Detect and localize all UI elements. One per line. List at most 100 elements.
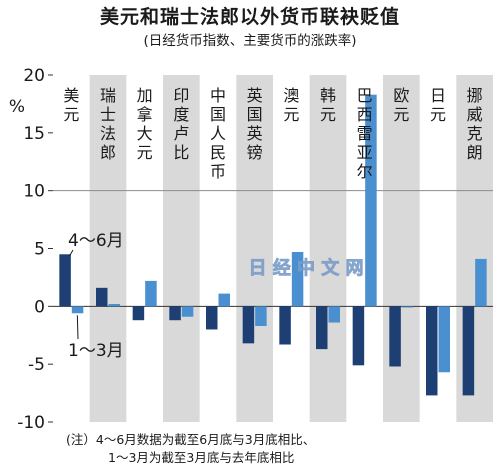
bar-jan-mar [328,306,340,323]
category-label-char: 日 [430,86,446,105]
series-label-apr-jun: 4～6月 [68,231,124,251]
bar-jan-mar [145,280,157,307]
category-label-char: 币 [210,162,226,181]
category-label-char: 卢 [173,124,189,143]
bar-apr-jun [316,306,328,350]
category-label-char: 比 [173,143,189,162]
category-label-char: 元 [320,105,336,124]
category-stripe [236,75,273,422]
category-label-char: 尔 [357,162,373,181]
watermark: 日 经 中 文 网 [248,257,363,279]
series-leader-apr-jun [68,249,74,257]
footnote-line-1: (注）4～6月数据为截至6月底与3月底相比、 [66,432,316,447]
category-label-char: 加 [137,86,153,105]
bar-apr-jun [279,306,291,345]
bar-apr-jun [462,306,475,396]
y-tick-label: 20 [23,66,45,86]
category-stripe [456,75,493,422]
category-label: 韩元 [320,86,336,124]
category-label: 日元 [430,86,446,124]
category-label: 澳元 [283,86,299,124]
category-label-char: 克 [467,124,483,143]
category-label-char: 元 [283,105,299,124]
category-label-char: 威 [467,105,483,124]
category-stripe [89,75,127,422]
category-label-char: 瑞 [100,86,116,105]
chart-title: 美元和瑞士法郎以外货币联袂贬值 [99,6,400,28]
category-label-char: 士 [100,105,116,124]
series-leader-jan-mar [76,315,79,340]
category-label-char: 拿 [137,105,153,124]
category-label-char: 元 [393,105,409,124]
chart-subtitle: (日经货币指数、主要货币的涨跌率) [143,33,357,49]
category-label: 英国英镑 [247,86,263,162]
y-unit-label: % [9,97,25,117]
category-label-char: 大 [137,124,153,143]
category-label-char: 法 [100,124,116,143]
category-label-char: 西 [357,105,373,124]
category-stripe [163,75,200,422]
bar-jan-mar [365,94,377,307]
category-stripe [383,75,420,422]
bar-apr-jun [426,306,438,396]
category-label: 挪威克朗 [467,86,483,162]
category-label-char: 亚 [357,143,373,162]
category-label-char: 英 [247,124,263,143]
bar-apr-jun [242,306,255,344]
category-label-char: 雷 [357,124,373,143]
bar-jan-mar [218,293,230,307]
category-label-char: 印 [173,86,189,105]
category-stripe [309,75,347,422]
category-label-char: 英 [247,86,263,105]
y-tick-label: 10 [23,182,45,202]
bar-jan-mar [71,306,84,314]
bar-jan-mar [475,258,487,307]
bar-jan-mar [438,306,450,373]
category-label-char: 郎 [100,143,116,162]
bar-apr-jun [59,254,71,307]
bar-jan-mar [291,251,304,307]
bar-jan-mar [255,306,267,326]
series-label-jan-mar: 1～3月 [68,341,124,361]
category-label-char: 澳 [283,86,299,105]
footnote-line-2: 1～3月为截至3月底与去年底相比 [108,450,295,465]
y-tick-label: 15 [23,124,45,144]
category-label-char: 朗 [467,143,483,162]
category-label: 瑞士法郎 [100,86,116,162]
category-label-char: 元 [137,143,153,162]
category-label-char: 国 [247,105,263,124]
category-label-char: 人 [210,124,226,143]
bar-jan-mar [108,304,120,307]
category-label-char: 镑 [247,143,263,162]
y-tick-label: -5 [28,355,45,375]
bar-apr-jun [169,306,181,321]
bar-apr-jun [389,306,401,367]
bar-apr-jun [206,306,218,330]
category-label-char: 国 [210,105,226,124]
category-label: 印度卢比 [173,86,189,162]
category-label-char: 度 [173,105,189,124]
category-label: 加拿大元 [137,86,153,162]
y-tick-label: -10 [17,413,45,433]
category-label-char: 元 [430,105,446,124]
bar-apr-jun [96,287,108,307]
y-tick-label: 5 [34,240,45,260]
category-label: 欧元 [393,86,409,124]
category-label: 美元 [63,86,79,124]
y-tick-label: 0 [34,297,45,317]
category-label-char: 元 [63,105,79,124]
category-label-char: 中 [210,86,226,105]
category-label-char: 美 [63,86,79,105]
bar-apr-jun [352,306,365,366]
category-label-char: 挪 [467,86,483,105]
category-label-char: 欧 [393,86,409,105]
bar-jan-mar [181,306,194,317]
category-label-char: 巴 [357,86,373,105]
category-label-char: 韩 [320,86,336,105]
bar-jan-mar [401,306,414,308]
bar-apr-jun [132,306,145,321]
category-label: 巴西雷亚尔 [357,86,373,181]
category-label: 中国人民币 [210,86,226,181]
category-label-char: 民 [210,143,226,162]
